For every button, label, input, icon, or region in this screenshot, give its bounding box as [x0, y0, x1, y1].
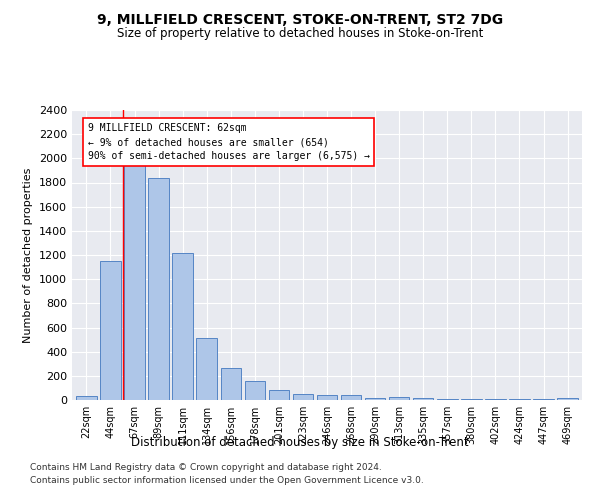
Bar — [365, 398, 385, 400]
Bar — [245, 382, 265, 400]
Text: 9, MILLFIELD CRESCENT, STOKE-ON-TRENT, ST2 7DG: 9, MILLFIELD CRESCENT, STOKE-ON-TRENT, S… — [97, 12, 503, 26]
Text: Contains public sector information licensed under the Open Government Licence v3: Contains public sector information licen… — [30, 476, 424, 485]
Bar — [221, 368, 241, 400]
Bar — [148, 178, 169, 400]
Y-axis label: Number of detached properties: Number of detached properties — [23, 168, 34, 342]
Bar — [317, 394, 337, 400]
Bar — [196, 338, 217, 400]
Bar — [269, 390, 289, 400]
Bar — [100, 261, 121, 400]
Bar — [485, 399, 506, 400]
Bar — [413, 398, 433, 400]
Bar — [389, 397, 409, 400]
Text: Size of property relative to detached houses in Stoke-on-Trent: Size of property relative to detached ho… — [117, 28, 483, 40]
Bar — [76, 396, 97, 400]
Text: Distribution of detached houses by size in Stoke-on-Trent: Distribution of detached houses by size … — [131, 436, 469, 449]
Bar — [172, 253, 193, 400]
Text: 9 MILLFIELD CRESCENT: 62sqm
← 9% of detached houses are smaller (654)
90% of sem: 9 MILLFIELD CRESCENT: 62sqm ← 9% of deta… — [88, 124, 370, 162]
Bar — [437, 399, 458, 400]
Bar — [341, 395, 361, 400]
Bar — [461, 399, 482, 400]
Bar — [557, 398, 578, 400]
Text: Contains HM Land Registry data © Crown copyright and database right 2024.: Contains HM Land Registry data © Crown c… — [30, 464, 382, 472]
Bar — [293, 394, 313, 400]
Bar — [124, 164, 145, 400]
